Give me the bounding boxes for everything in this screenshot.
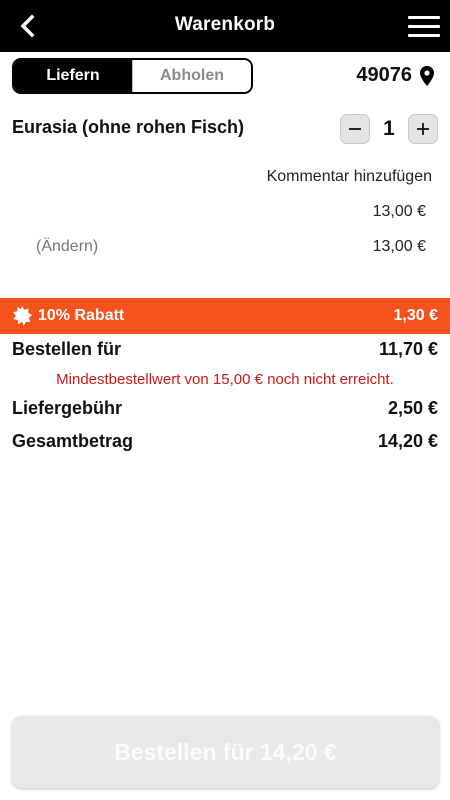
zip-code: 49076 — [356, 64, 412, 86]
hamburger-menu-icon — [408, 16, 440, 19]
page-title: Warenkorb — [174, 14, 276, 35]
quantity-stepper: 1 — [340, 114, 438, 144]
chevron-left-icon — [20, 14, 35, 38]
option-price: 13,00 € — [372, 238, 426, 255]
item-price: 13,00 € — [372, 203, 426, 220]
minus-icon — [349, 128, 361, 130]
delivery-fee-value: 2,50 € — [387, 398, 438, 418]
badge-icon — [13, 306, 32, 326]
discount-label: 10% Rabatt — [38, 307, 125, 324]
tab-pickup[interactable]: Abholen — [132, 60, 251, 92]
total-row: Gesamtbetrag 14,20 € — [12, 431, 438, 452]
delivery-fee-label: Liefergebühr — [12, 398, 123, 418]
add-comment-link[interactable]: Kommentar hinzufügen — [266, 168, 432, 185]
plus-icon — [417, 123, 429, 135]
cart-item-name: Eurasia (ohne rohen Fisch) — [12, 117, 245, 137]
menu-button[interactable] — [406, 10, 442, 42]
change-options-link[interactable]: (Ändern) — [36, 238, 99, 255]
location-pin-icon — [420, 65, 434, 86]
place-order-button[interactable]: Bestellen für 14,20 € — [12, 716, 439, 788]
order-for-label: Bestellen für — [12, 339, 122, 359]
order-for-value: 11,70 € — [378, 339, 438, 359]
delivery-mode-toggle: Liefern Abholen — [12, 58, 253, 94]
quantity-value: 1 — [383, 117, 395, 140]
order-for-row: Bestellen für 11,70 € — [12, 339, 438, 360]
min-order-warning: Mindestbestellwert von 15,00 € noch nich… — [56, 371, 394, 388]
discount-banner: 10% Rabatt 1,30 € — [0, 298, 450, 334]
zip-code-selector[interactable]: 49076 — [356, 64, 434, 87]
tab-delivery[interactable]: Liefern — [14, 60, 132, 92]
delivery-fee-row: Liefergebühr 2,50 € — [12, 398, 438, 419]
back-button[interactable] — [10, 8, 46, 44]
increase-quantity-button[interactable] — [408, 114, 438, 144]
decrease-quantity-button[interactable] — [340, 114, 370, 144]
app-header: Warenkorb — [0, 0, 450, 52]
discount-amount: 1,30 € — [393, 307, 438, 324]
total-label: Gesamtbetrag — [12, 431, 134, 451]
total-value: 14,20 € — [377, 431, 438, 451]
